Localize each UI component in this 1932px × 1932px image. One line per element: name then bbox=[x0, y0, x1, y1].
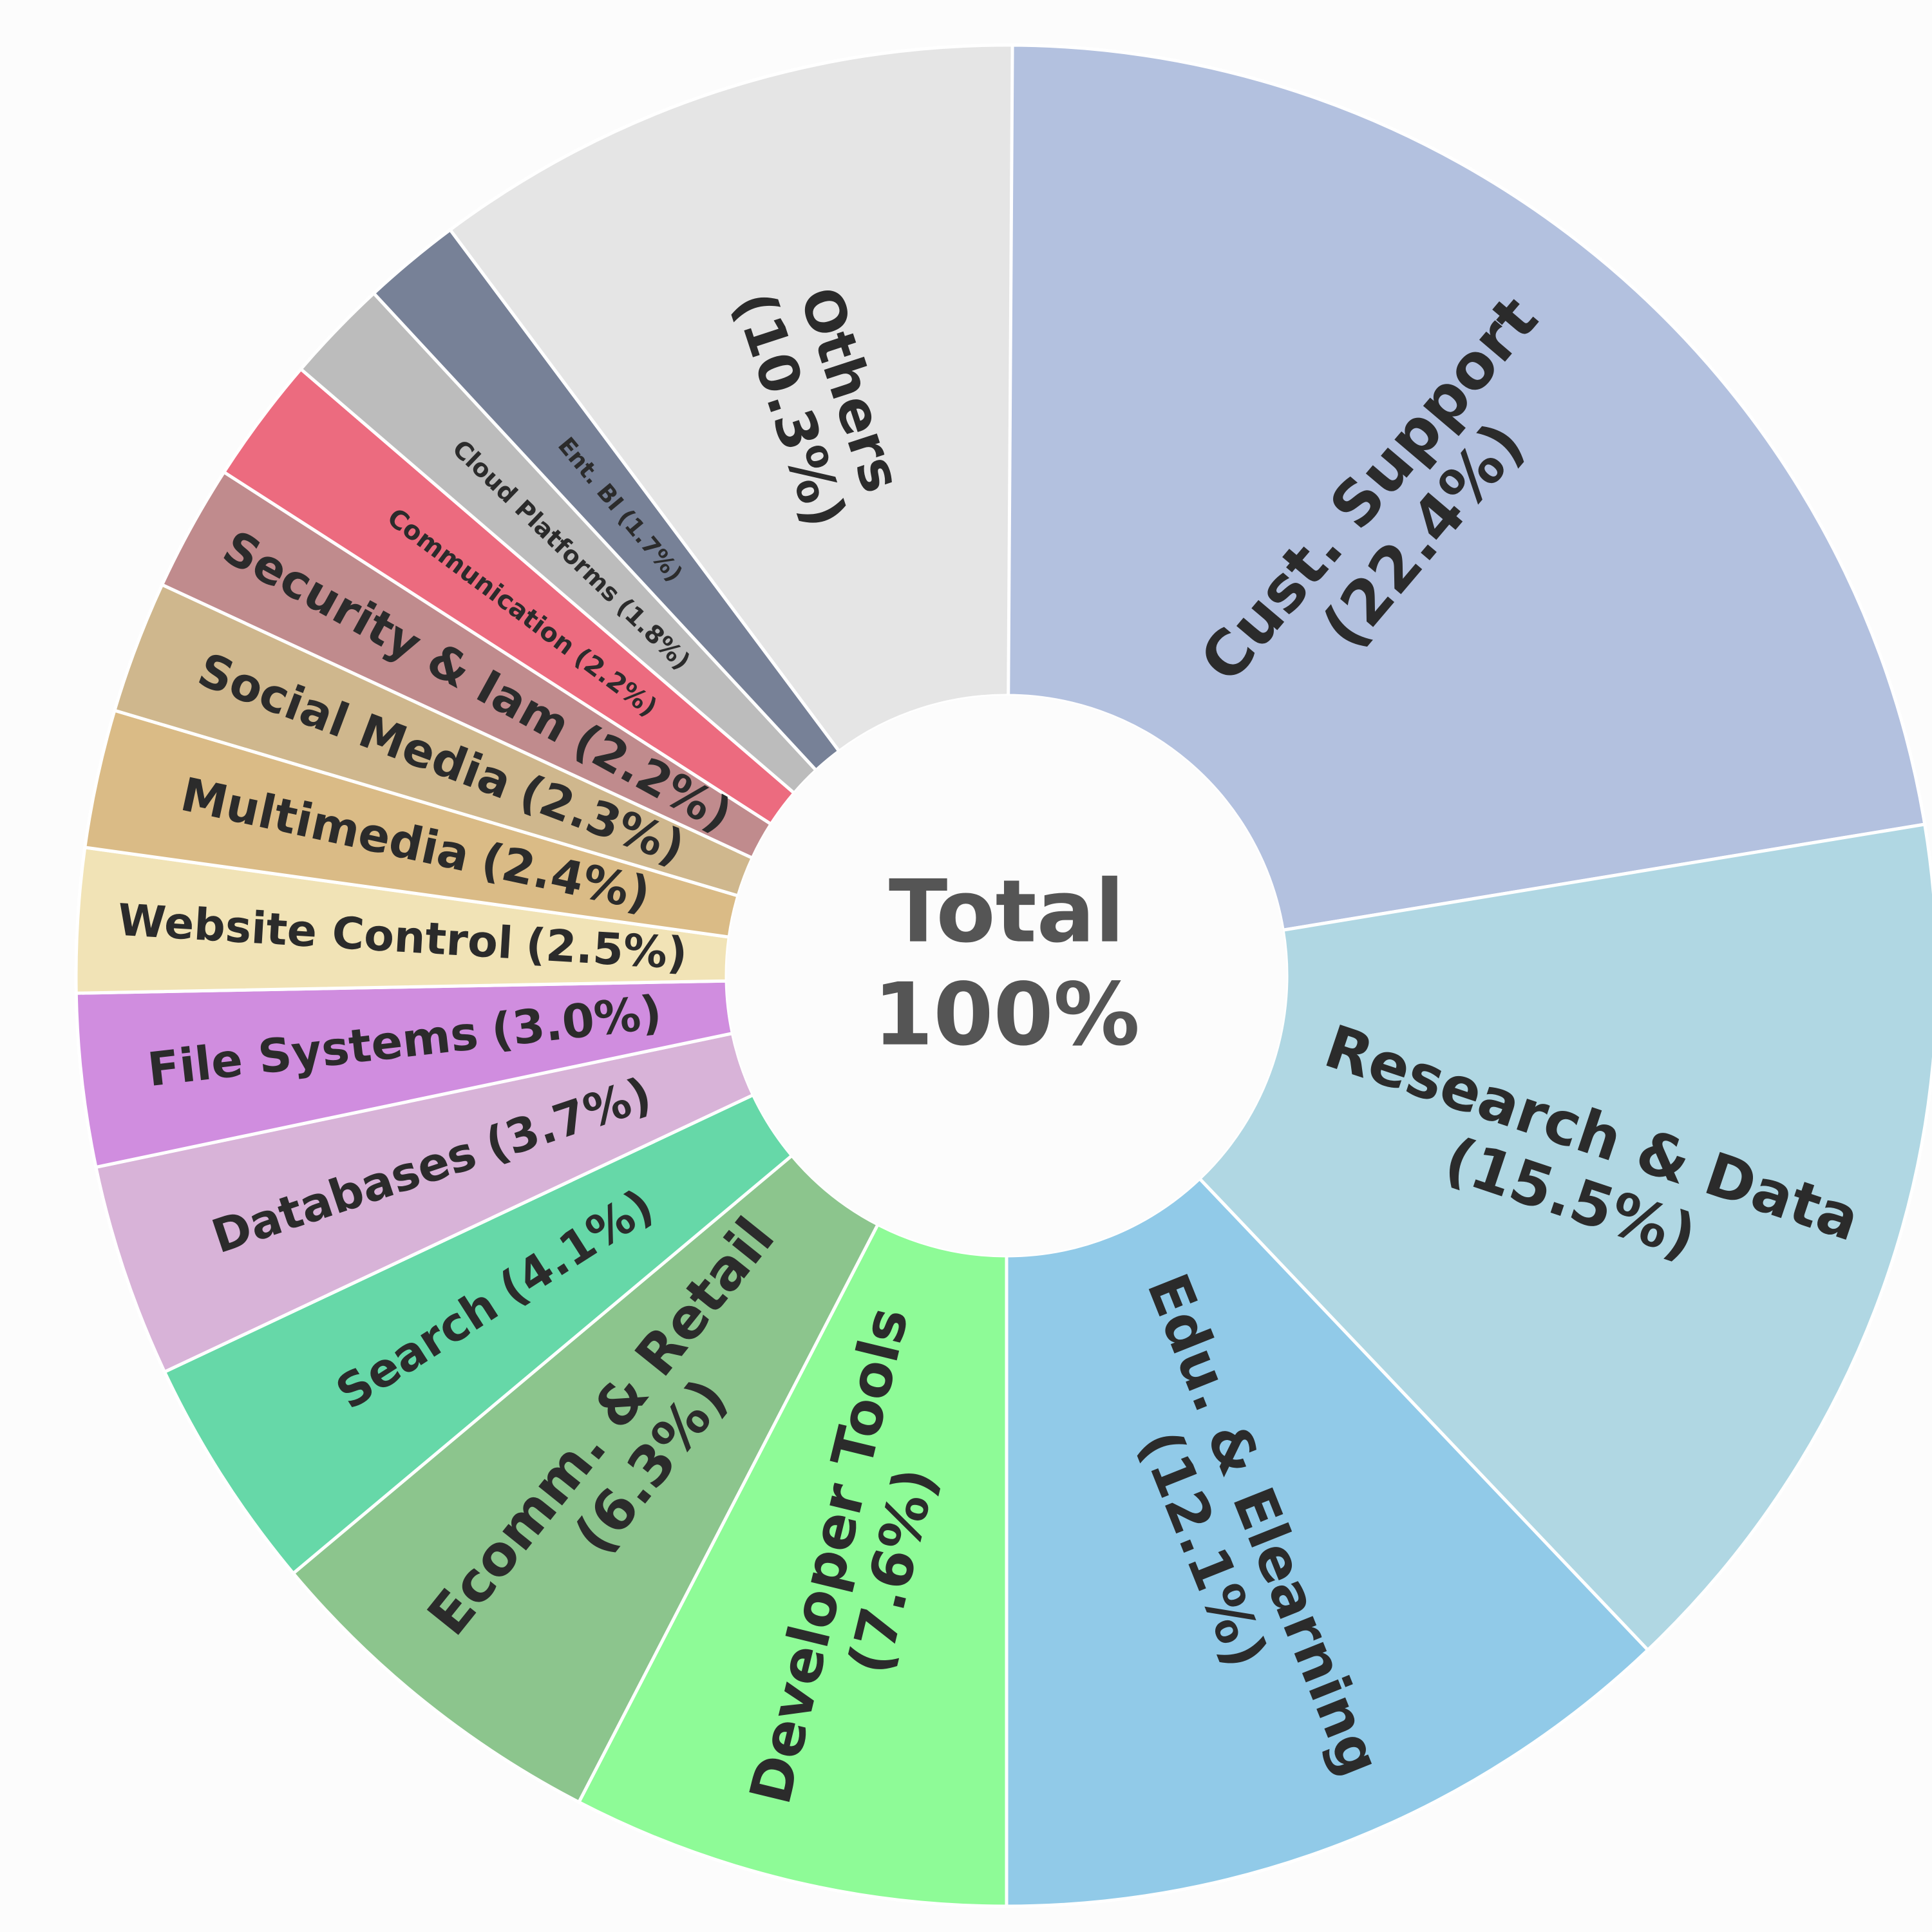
donut-hole bbox=[726, 696, 1287, 1256]
center-total: 100% bbox=[873, 965, 1140, 1065]
center-label: Total bbox=[889, 862, 1124, 962]
slice-label-value: (2.5%) bbox=[524, 919, 688, 980]
